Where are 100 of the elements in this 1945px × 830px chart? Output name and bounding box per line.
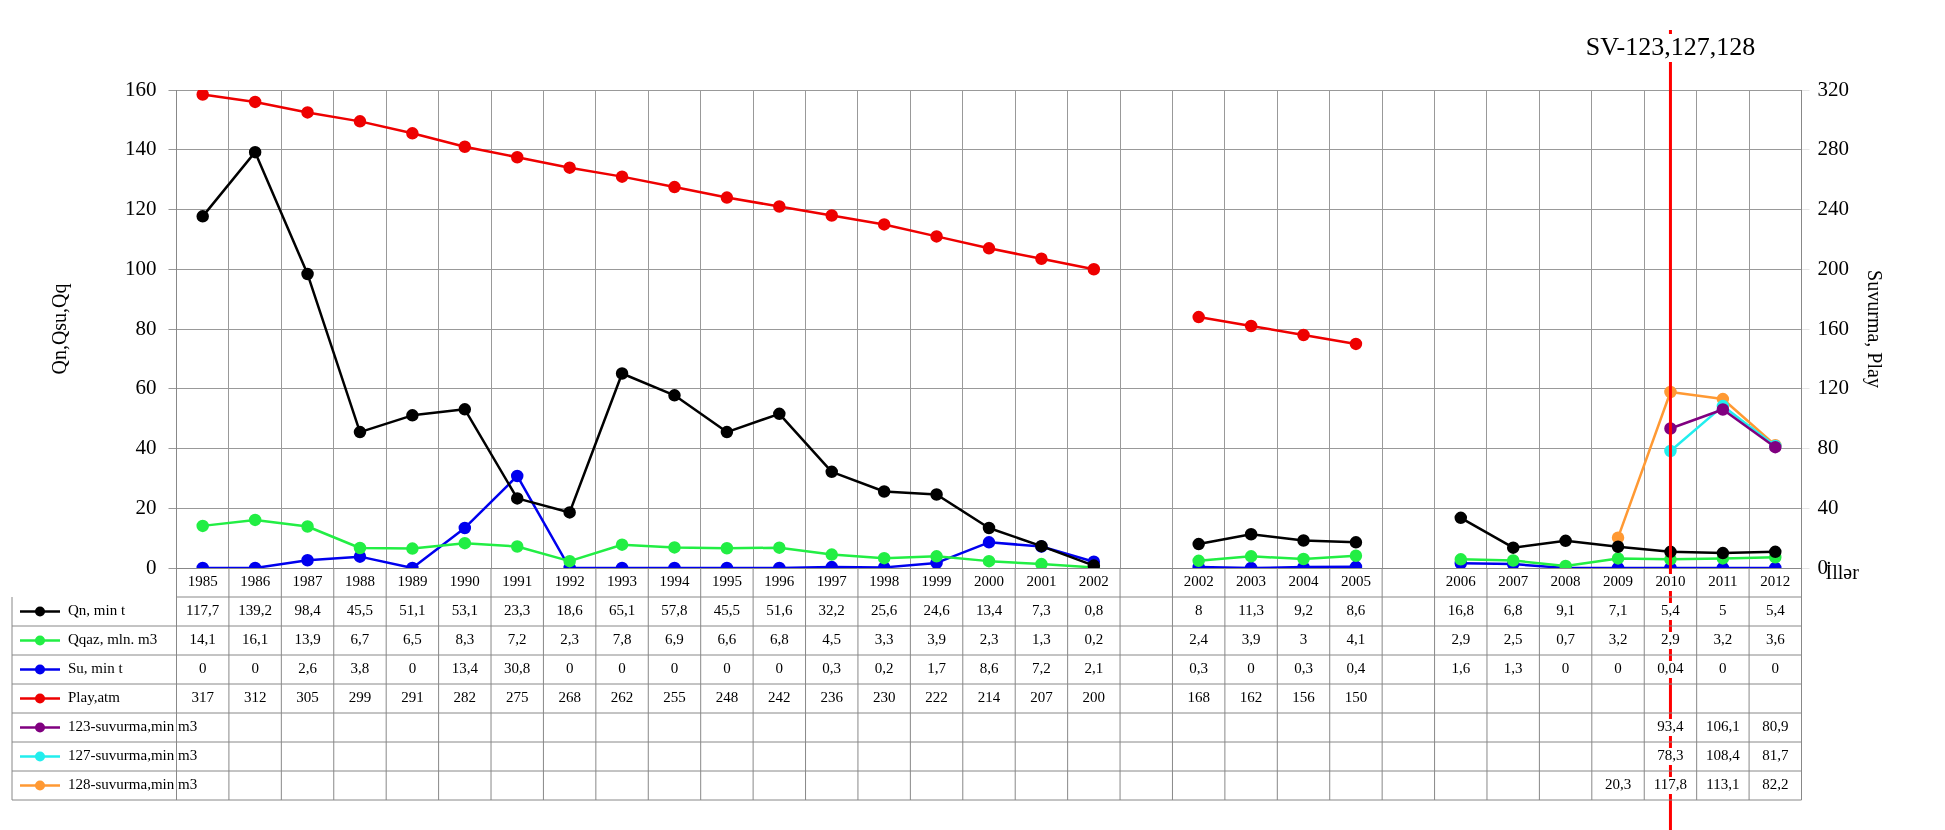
y2-tick-label: 240 bbox=[1817, 196, 1849, 221]
data-label: 51,6 bbox=[766, 602, 793, 619]
data-label: 8,6 bbox=[1346, 602, 1366, 619]
data-label: 13,9 bbox=[294, 631, 321, 648]
legend-label: Play,atm bbox=[68, 689, 121, 706]
data-label: 0 bbox=[251, 660, 259, 677]
x-axis-title: İllər bbox=[1825, 561, 1860, 584]
data-label: 3,6 bbox=[1765, 631, 1786, 648]
data-label: 156 bbox=[1292, 689, 1316, 706]
data-label: 3,9 bbox=[1241, 631, 1261, 648]
y2-tick-label: 40 bbox=[1817, 494, 1839, 519]
x-tick-label: 1994 bbox=[659, 573, 690, 590]
data-label: 0,2 bbox=[874, 660, 894, 677]
data-label: 0,8 bbox=[1084, 602, 1104, 619]
x-tick-label: 2011 bbox=[1708, 573, 1738, 590]
data-label: 242 bbox=[768, 689, 791, 706]
data-label: 236 bbox=[820, 689, 844, 706]
data-label: 6,8 bbox=[769, 631, 789, 648]
x-tick-label: 2005 bbox=[1340, 573, 1371, 590]
data-label: 6,7 bbox=[350, 631, 370, 648]
data-label: 305 bbox=[296, 689, 319, 706]
data-label: 268 bbox=[558, 689, 581, 706]
data-label: 1,6 bbox=[1451, 660, 1471, 677]
data-label: 2,6 bbox=[298, 660, 318, 677]
y-tick-label: 140 bbox=[125, 136, 157, 161]
data-label: 117,8 bbox=[1653, 776, 1688, 793]
x-tick-label: 1987 bbox=[292, 573, 324, 590]
data-label: 214 bbox=[977, 689, 1001, 706]
data-label: 312 bbox=[243, 689, 267, 706]
data-label: 93,4 bbox=[1657, 718, 1685, 735]
y2-tick-label: 80 bbox=[1817, 435, 1839, 460]
data-label: 0 bbox=[198, 660, 207, 677]
data-label: 53,1 bbox=[451, 602, 478, 619]
data-label: 30,8 bbox=[504, 660, 531, 677]
x-tick-label: 1996 bbox=[764, 573, 795, 590]
x-tick-label: 2009 bbox=[1603, 573, 1634, 590]
data-label: 3,2 bbox=[1713, 631, 1733, 648]
x-tick-label: 2007 bbox=[1498, 573, 1529, 590]
data-label: 5,4 bbox=[1661, 602, 1681, 619]
y-tick-label: 80 bbox=[135, 315, 157, 340]
legend-label: Qqaz, mln. m3 bbox=[68, 631, 158, 648]
x-tick-label: 2002 bbox=[1078, 573, 1109, 590]
data-label: 0 bbox=[1719, 660, 1727, 677]
data-label: 9,2 bbox=[1294, 602, 1313, 619]
data-label: 4,1 bbox=[1346, 631, 1366, 648]
data-label: 45,5 bbox=[713, 602, 741, 619]
y-tick-label: 120 bbox=[125, 196, 157, 221]
x-tick-label: 1995 bbox=[711, 573, 742, 590]
legend-label: Su, min t bbox=[68, 660, 124, 677]
y-tick-label: 20 bbox=[135, 494, 157, 519]
data-label: 0 bbox=[618, 660, 626, 677]
x-tick-label: 1993 bbox=[607, 573, 638, 590]
data-label: 3,9 bbox=[927, 631, 946, 648]
x-tick-label: 1986 bbox=[240, 573, 271, 590]
data-label: 13,4 bbox=[451, 660, 479, 677]
x-tick-label: 1998 bbox=[869, 573, 900, 590]
data-label: 1,3 bbox=[1503, 660, 1523, 677]
data-label: 317 bbox=[191, 689, 215, 706]
data-label: 139,2 bbox=[238, 602, 272, 619]
x-tick-label: 1999 bbox=[921, 573, 952, 590]
data-label: 32,2 bbox=[818, 602, 845, 619]
data-label: 6,8 bbox=[1503, 602, 1523, 619]
data-label: 51,1 bbox=[399, 602, 426, 619]
data-label: 7,3 bbox=[1032, 602, 1051, 619]
data-label: 282 bbox=[453, 689, 477, 706]
data-label: 150 bbox=[1344, 689, 1368, 706]
data-label: 1,3 bbox=[1032, 631, 1051, 648]
x-tick-label: 1991 bbox=[502, 573, 533, 590]
data-label: 65,1 bbox=[608, 602, 636, 619]
data-label: 2,5 bbox=[1503, 631, 1523, 648]
data-label: 200 bbox=[1082, 689, 1106, 706]
x-tick-label: 2012 bbox=[1760, 573, 1791, 590]
data-label: 11,3 bbox=[1238, 602, 1264, 619]
data-label: 275 bbox=[505, 689, 529, 706]
x-tick-label: 1989 bbox=[397, 573, 428, 590]
data-label: 5 bbox=[1719, 602, 1727, 619]
x-tick-label: 1985 bbox=[187, 573, 218, 590]
data-label: 13,4 bbox=[975, 602, 1003, 619]
data-label: 0 bbox=[670, 660, 679, 677]
data-label: 0,3 bbox=[1189, 660, 1209, 677]
data-label: 4,5 bbox=[822, 631, 842, 648]
data-label: 2,3 bbox=[979, 631, 999, 648]
data-label: 57,8 bbox=[661, 602, 688, 619]
data-label: 0 bbox=[565, 660, 574, 677]
y2-axis-title: Suvurma, Play bbox=[1862, 270, 1886, 388]
x-tick-label: 2004 bbox=[1288, 573, 1320, 590]
data-label: 255 bbox=[663, 689, 686, 706]
x-tick-label: 2000 bbox=[974, 573, 1004, 590]
legend-label: 127-suvurma,min m3 bbox=[68, 747, 198, 764]
data-label: 162 bbox=[1239, 689, 1263, 706]
data-label: 23,3 bbox=[504, 602, 531, 619]
y2-tick-label: 280 bbox=[1817, 136, 1849, 161]
data-label: 6,6 bbox=[717, 631, 737, 648]
data-label: 1,7 bbox=[927, 660, 947, 677]
y-tick-label: 60 bbox=[135, 375, 157, 400]
data-label: 16,8 bbox=[1447, 602, 1474, 619]
data-label: 18,6 bbox=[556, 602, 584, 619]
data-label: 5,4 bbox=[1765, 602, 1786, 619]
data-label: 207 bbox=[1030, 689, 1054, 706]
x-tick-label: 1997 bbox=[816, 573, 848, 590]
